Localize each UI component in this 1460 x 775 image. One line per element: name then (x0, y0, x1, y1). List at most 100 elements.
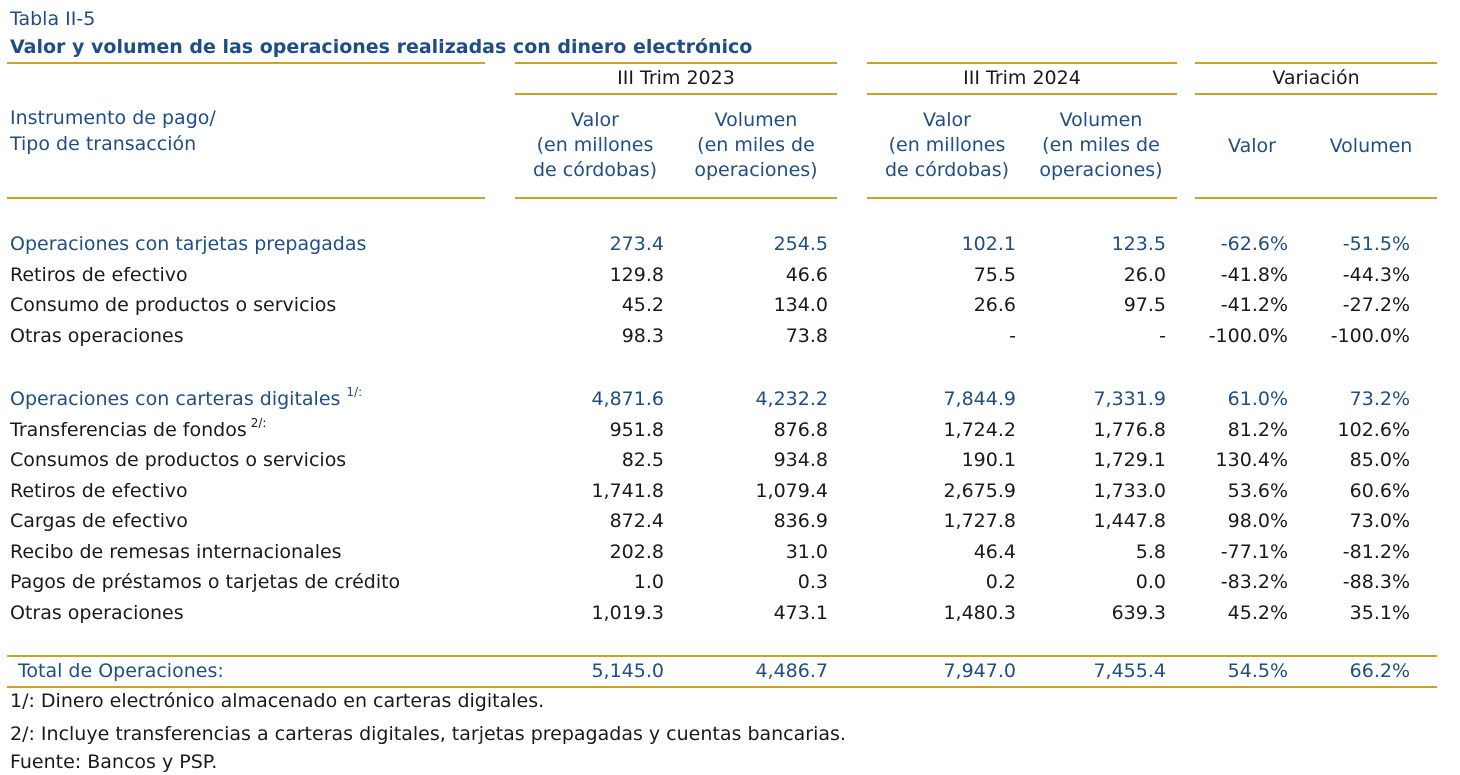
section-1-row-5-cell-5: -88.3% (1342, 571, 1410, 593)
rule-total-bottom (7, 686, 1437, 688)
section-1-title-cell-5: 73.2% (1349, 388, 1410, 410)
section-0-title-cell-5: -51.5% (1342, 233, 1410, 255)
section-0-row-1-cell-3: 97.5 (1123, 294, 1166, 316)
section-1-row-3-cell-1: 836.9 (773, 510, 828, 532)
section-1-row-5-cell-1: 0.3 (797, 571, 828, 593)
group-header-variacion: Variación (1272, 67, 1360, 89)
col-header-var-volumen: Volumen (1329, 135, 1413, 157)
section-1-row-1-label-text: Consumos de productos o servicios (10, 449, 347, 471)
rule-header-2023 (515, 197, 837, 199)
section-1-row-0-footnote-ref: 2/: (250, 416, 267, 430)
section-1-row-5-cell-2: 0.2 (985, 571, 1016, 593)
section-1-row-1-cell-4: 130.4% (1215, 449, 1288, 471)
rule-top-left (7, 62, 485, 64)
source-note: Fuente: Bancos y PSP. (10, 751, 218, 773)
col-header-valor-2023: Valor (en millones de córdobas) (532, 109, 658, 181)
section-0-title-cell-0: 273.4 (609, 233, 664, 255)
section-1-row-6-cell-3: 639.3 (1111, 602, 1166, 624)
section-1-row-6-cell-5: 35.1% (1349, 602, 1410, 624)
section-0-row-0-cell-4: -41.8% (1220, 264, 1288, 286)
section-1-row-1-cell-5: 85.0% (1349, 449, 1410, 471)
section-0-row-1-cell-5: -27.2% (1342, 294, 1410, 316)
footnote-1: 1/: Dinero electrónico almacenado en car… (10, 690, 545, 712)
section-1-row-4-cell-3: 5.8 (1135, 541, 1166, 563)
section-1-row-0-label: Transferencias de fondos 2/: (10, 416, 267, 441)
section-1-row-6-cell-1: 473.1 (773, 602, 828, 624)
section-1-row-5-label: Pagos de préstamos o tarjetas de crédito (10, 571, 400, 593)
section-1-row-0-cell-5: 102.6% (1337, 419, 1410, 441)
rule-header-2024 (867, 197, 1177, 199)
section-0-row-0-cell-1: 46.6 (785, 264, 828, 286)
section-1-row-3-cell-2: 1,727.8 (943, 510, 1016, 532)
section-1-row-5-label-text: Pagos de préstamos o tarjetas de crédito (10, 571, 401, 593)
section-1-row-5-cell-3: 0.0 (1135, 571, 1166, 593)
section-0-row-0-label-text: Retiros de efectivo (10, 264, 188, 286)
section-0-row-2-cell-2: - (1009, 325, 1016, 347)
section-1-row-2-label-text: Retiros de efectivo (10, 480, 188, 502)
section-1-row-6-label: Otras operaciones (10, 602, 184, 624)
row-header-line2: Tipo de transacción (10, 133, 197, 155)
section-0-row-0-label: Retiros de efectivo (10, 264, 188, 286)
total-cell-3: 7,455.4 (1093, 660, 1166, 682)
section-0-row-2-label: Otras operaciones (10, 325, 184, 347)
section-1-row-3-label: Cargas de efectivo (10, 510, 188, 532)
section-1-row-1-cell-2: 190.1 (961, 449, 1016, 471)
section-1-title-label: Operaciones con carteras digitales 1/: (10, 385, 363, 410)
section-1-row-5-cell-4: -83.2% (1220, 571, 1288, 593)
row-header: Instrumento de pago/ Tipo de transacción (10, 105, 216, 157)
section-0-title-cell-4: -62.6% (1220, 233, 1288, 255)
section-1-row-4-cell-4: -77.1% (1220, 541, 1288, 563)
section-1-row-2-label: Retiros de efectivo (10, 480, 188, 502)
table-title: Valor y volumen de las operaciones reali… (10, 36, 753, 58)
section-1-row-3-cell-5: 73.0% (1349, 510, 1410, 532)
section-1-title-cell-4: 61.0% (1227, 388, 1288, 410)
section-1-row-0-cell-4: 81.2% (1227, 419, 1288, 441)
section-1-row-6-label-text: Otras operaciones (10, 602, 184, 624)
section-1-row-1-label: Consumos de productos o servicios (10, 449, 346, 471)
section-0-row-1-label: Consumo de productos o servicios (10, 294, 336, 316)
rule-top-2024 (867, 62, 1177, 64)
rule-top-var (1195, 62, 1437, 64)
section-1-row-3-cell-3: 1,447.8 (1093, 510, 1166, 532)
section-1-row-0-cell-3: 1,776.8 (1093, 419, 1166, 441)
group-header-2023: III Trim 2023 (617, 67, 735, 89)
col-header-volumen-2023: Volumen (en miles de operaciones) (694, 109, 818, 181)
section-1-row-2-cell-1: 1,079.4 (755, 480, 828, 502)
section-0-row-2-label-text: Otras operaciones (10, 325, 184, 347)
rule-group-var (1195, 93, 1437, 95)
section-1-row-6-cell-4: 45.2% (1227, 602, 1288, 624)
section-1-row-0-label-text: Transferencias de fondos (10, 419, 247, 441)
section-0-title-cell-1: 254.5 (773, 233, 828, 255)
section-1-row-1-cell-3: 1,729.1 (1093, 449, 1166, 471)
total-label: Total de Operaciones: (18, 660, 224, 682)
section-1-row-2-cell-5: 60.6% (1349, 480, 1410, 502)
col-header-valor-2024: Valor (en millones de córdobas) (884, 109, 1010, 181)
section-0-row-0-cell-0: 129.8 (609, 264, 664, 286)
section-1-title-cell-1: 4,232.2 (755, 388, 828, 410)
section-1-title-label-text: Operaciones con carteras digitales (10, 388, 341, 410)
section-1-row-3-cell-4: 98.0% (1227, 510, 1288, 532)
section-0-row-2-cell-0: 98.3 (621, 325, 664, 347)
section-1-row-4-label: Recibo de remesas internacionales (10, 541, 342, 563)
row-header-line1: Instrumento de pago/ (10, 107, 216, 129)
footnote-2: 2/: Incluye transferencias a carteras di… (10, 723, 846, 745)
section-0-row-1-cell-0: 45.2 (621, 294, 664, 316)
section-1-row-6-cell-2: 1,480.3 (943, 602, 1016, 624)
section-0-row-0-cell-5: -44.3% (1342, 264, 1410, 286)
section-0-title-cell-2: 102.1 (961, 233, 1016, 255)
section-1-row-6-cell-0: 1,019.3 (591, 602, 664, 624)
rule-header-var (1195, 197, 1437, 199)
section-1-row-0-cell-2: 1,724.2 (943, 419, 1016, 441)
total-cell-2: 7,947.0 (943, 660, 1016, 682)
section-1-title-cell-3: 7,331.9 (1093, 388, 1166, 410)
total-cell-4: 54.5% (1227, 660, 1288, 682)
total-cell-1: 4,486.7 (755, 660, 828, 682)
section-1-row-1-cell-0: 82.5 (621, 449, 664, 471)
section-1-row-4-cell-5: -81.2% (1342, 541, 1410, 563)
section-1-row-3-label-text: Cargas de efectivo (10, 510, 188, 532)
rule-header-left (7, 197, 485, 199)
section-0-title-cell-3: 123.5 (1111, 233, 1166, 255)
section-0-row-2-cell-5: -100.0% (1330, 325, 1410, 347)
section-1-row-4-cell-2: 46.4 (973, 541, 1016, 563)
section-1-title-footnote-ref: 1/: (346, 385, 363, 399)
